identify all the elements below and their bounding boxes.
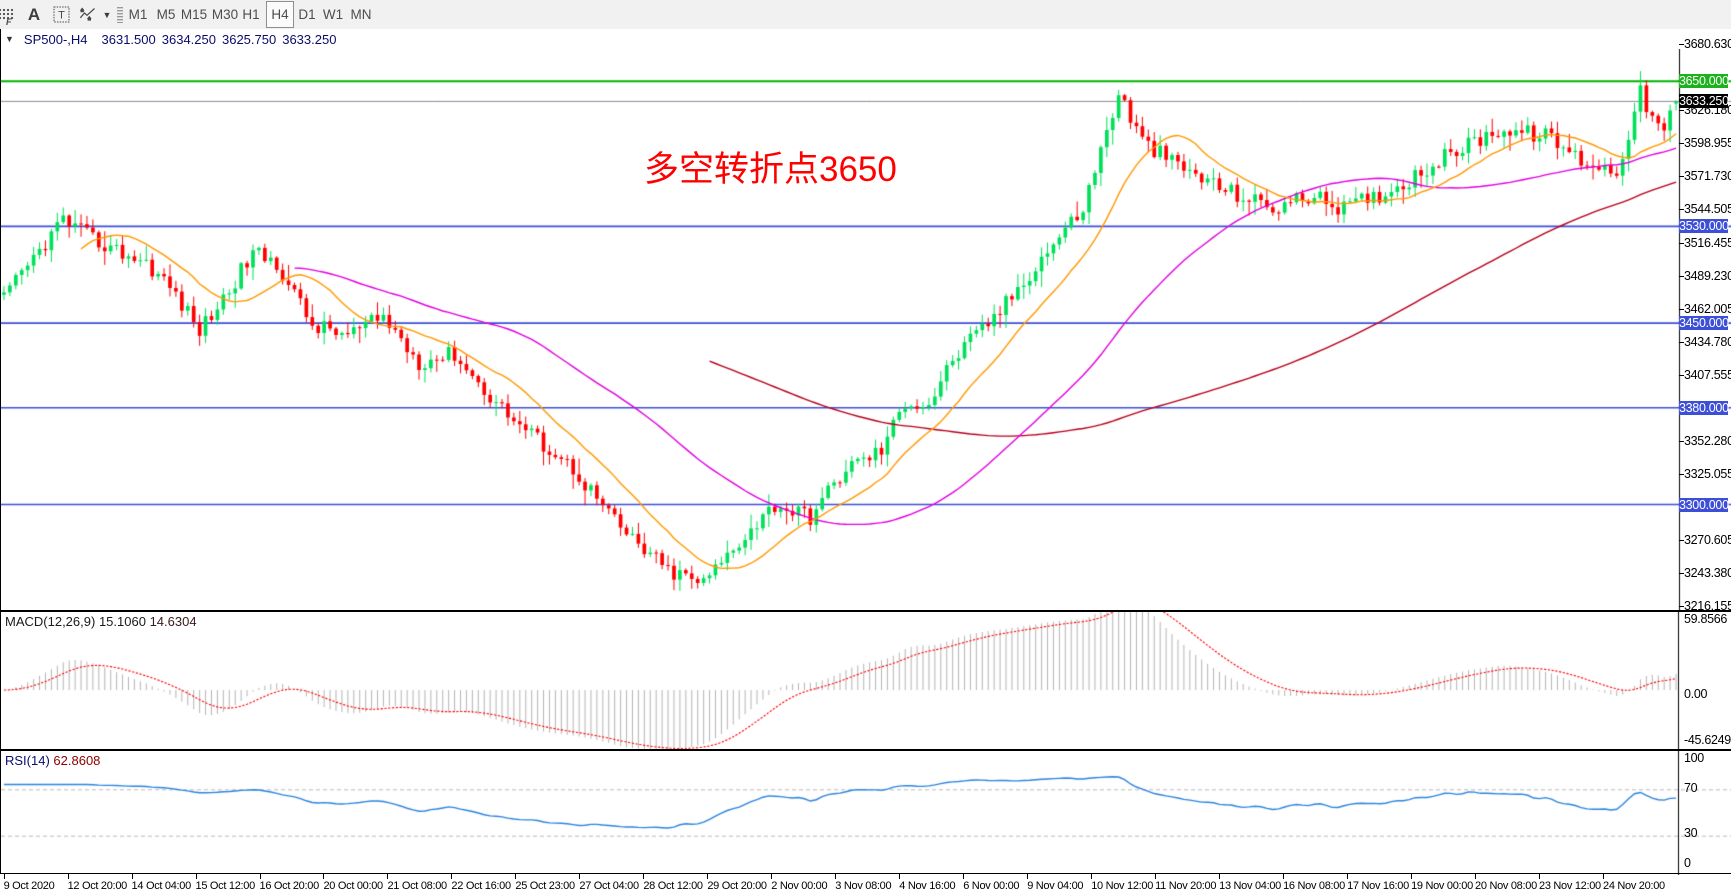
svg-text:T: T xyxy=(58,10,65,22)
